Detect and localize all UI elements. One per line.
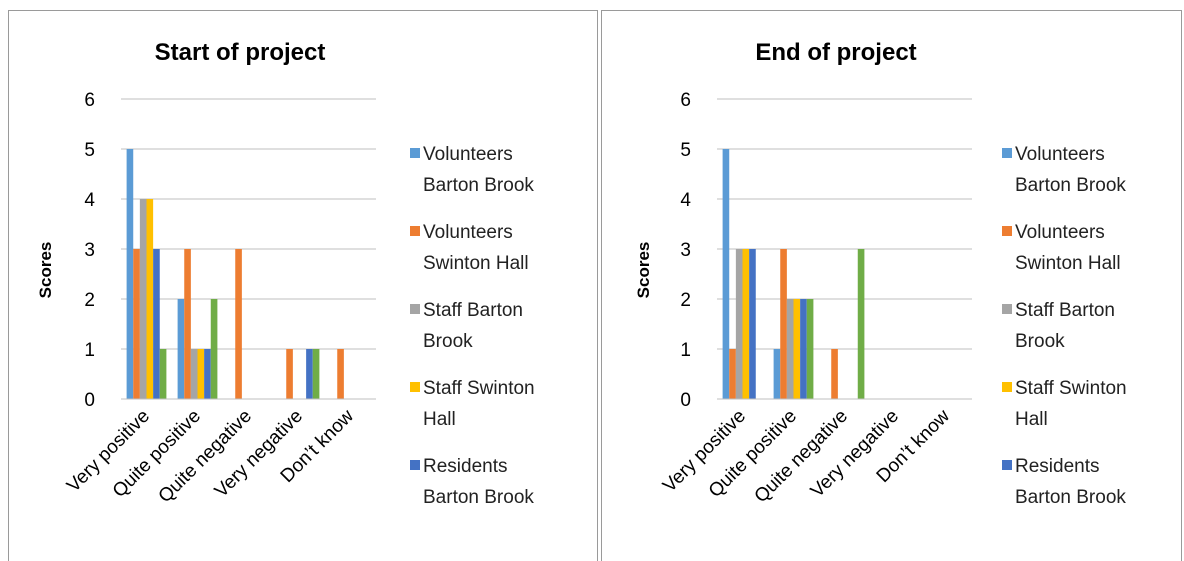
end-legend-label: Barton Brook	[1015, 487, 1126, 508]
end-legend-swatch	[1002, 382, 1012, 392]
start-chart-title: Start of project	[155, 39, 326, 66]
start-legend-label: Hall	[423, 409, 456, 430]
start-bar	[126, 149, 134, 399]
end-legend-label: Barton Brook	[1015, 175, 1126, 196]
start-legend-label: Volunteers	[423, 144, 513, 165]
end-legend-label: Staff Swinton	[1015, 378, 1127, 399]
start-legend-swatch	[410, 148, 420, 158]
start-bar	[190, 349, 198, 399]
end-y-tick-label: 6	[680, 90, 691, 111]
start-chart-frame	[8, 10, 598, 561]
start-y-tick-label: 5	[84, 140, 95, 161]
start-legend-label: Swinton Hall	[423, 253, 529, 274]
end-legend-label: Volunteers	[1015, 222, 1105, 243]
end-category-label: Quite positive	[705, 406, 801, 502]
start-bar	[306, 349, 313, 399]
start-chart-y-axis-label: Scores	[36, 242, 55, 299]
end-legend-label: Hall	[1015, 409, 1048, 430]
start-bar	[312, 349, 320, 399]
end-legend-swatch	[1002, 460, 1012, 470]
start-y-tick-label: 4	[84, 190, 95, 211]
end-chart-title: End of project	[755, 39, 916, 66]
end-y-tick-label: 1	[680, 340, 691, 361]
end-bar	[857, 249, 865, 399]
end-bar	[800, 299, 807, 399]
start-bar	[286, 349, 293, 399]
end-legend-label: Volunteers	[1015, 144, 1105, 165]
end-bar	[729, 349, 736, 399]
start-bar	[337, 349, 344, 399]
end-category-label: Very negative	[807, 406, 903, 502]
start-legend-label: Staff Swinton	[423, 378, 535, 399]
start-bar	[133, 249, 140, 399]
start-y-tick-label: 3	[84, 240, 95, 261]
end-bar	[735, 249, 743, 399]
end-y-tick-label: 4	[680, 190, 691, 211]
start-category-label: Quite positive	[109, 406, 205, 502]
start-bar	[159, 349, 167, 399]
start-legend-swatch	[410, 382, 420, 392]
end-bar	[749, 249, 756, 399]
end-legend-label: Staff Barton	[1015, 300, 1115, 321]
end-y-tick-label: 2	[680, 290, 691, 311]
start-y-tick-label: 0	[84, 390, 95, 411]
start-bar	[153, 249, 160, 399]
start-bar	[210, 299, 218, 399]
start-legend-label: Barton Brook	[423, 487, 534, 508]
start-bar	[184, 249, 191, 399]
end-chart-y-axis-label: Scores	[634, 242, 653, 299]
start-category-label: Very negative	[211, 406, 307, 502]
end-bar	[780, 249, 787, 399]
start-legend-label: Residents	[423, 456, 508, 477]
end-legend-label: Residents	[1015, 456, 1100, 477]
end-bar	[722, 149, 730, 399]
end-legend: Volunteers Barton Brook Volunteers Swinton …	[1002, 144, 1127, 508]
start-y-tick-label: 2	[84, 290, 95, 311]
end-bar	[773, 349, 781, 399]
start-legend-label: Brook	[423, 331, 473, 352]
start-legend-label: Barton Brook	[423, 175, 534, 196]
start-legend-label: Volunteers	[423, 222, 513, 243]
end-legend-swatch	[1002, 304, 1012, 314]
end-y-tick-label: 3	[680, 240, 691, 261]
start-legend-swatch	[410, 226, 420, 236]
start-y-tick-label: 1	[84, 340, 95, 361]
start-bar	[204, 349, 211, 399]
start-legend: Volunteers Barton Brook Volunteers Swinton …	[410, 144, 535, 508]
start-y-tick-label: 6	[84, 90, 95, 111]
end-chart-frame	[601, 10, 1182, 561]
start-bar	[139, 199, 147, 399]
end-legend-label: Brook	[1015, 331, 1065, 352]
end-bar	[806, 299, 814, 399]
end-bar	[831, 349, 838, 399]
end-legend-label: Swinton Hall	[1015, 253, 1121, 274]
end-bar	[793, 299, 801, 399]
start-legend-swatch	[410, 460, 420, 470]
start-bar	[197, 349, 205, 399]
end-bar	[742, 249, 750, 399]
end-bar	[786, 299, 794, 399]
end-y-tick-label: 5	[680, 140, 691, 161]
end-y-tick-label: 0	[680, 390, 691, 411]
start-bar	[177, 299, 185, 399]
start-bar	[146, 199, 154, 399]
end-legend-swatch	[1002, 226, 1012, 236]
start-legend-label: Staff Barton	[423, 300, 523, 321]
end-legend-swatch	[1002, 148, 1012, 158]
start-legend-swatch	[410, 304, 420, 314]
start-bar	[235, 249, 242, 399]
